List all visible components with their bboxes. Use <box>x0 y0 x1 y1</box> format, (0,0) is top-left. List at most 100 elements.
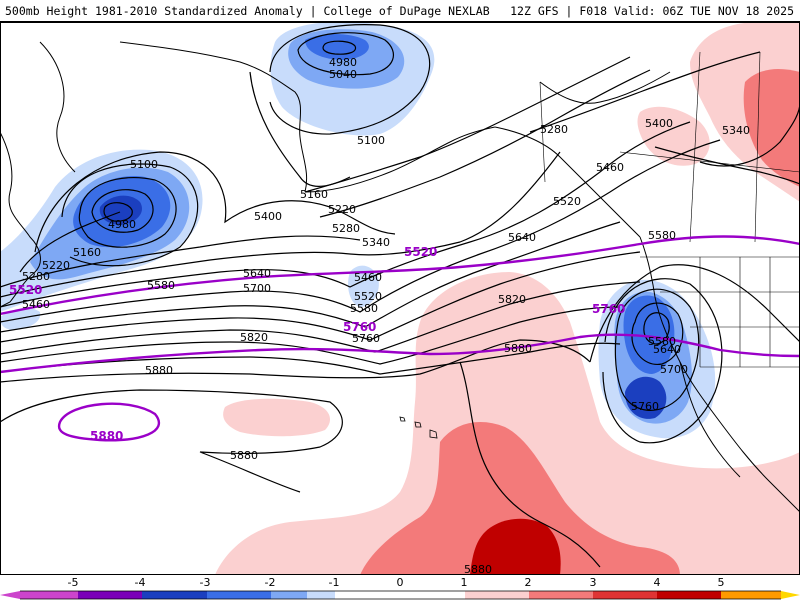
contour-label: 5880 <box>464 563 492 575</box>
contour-5460-mid <box>0 139 721 323</box>
colorbar-tick: -3 <box>200 576 211 589</box>
colorbar-tick: -1 <box>329 576 340 589</box>
reference-contour-label: 5520 <box>9 283 42 297</box>
colorbar-segment <box>271 591 307 599</box>
pos-anomaly-ne-pacific <box>637 106 710 166</box>
contour-5220-n <box>304 56 631 193</box>
contour-label: 5040 <box>329 68 357 81</box>
contour-label: 5640 <box>653 343 681 356</box>
contour-label: 5160 <box>300 188 328 201</box>
colorbar-tick: -5 <box>68 576 79 589</box>
colorbar-segment <box>657 591 721 599</box>
contour-label: 5640 <box>243 267 271 280</box>
anomaly-map: 4980 5040 5100 5100 4980 5160 5160 5220 … <box>0 22 800 575</box>
contour-label: 5580 <box>350 302 378 315</box>
contour-label: 5100 <box>130 158 158 171</box>
contour-label: 5520 <box>553 195 581 208</box>
contour-4980-gulf <box>322 40 357 55</box>
contour-label: 5160 <box>73 246 101 259</box>
reference-contour-label: 5760 <box>343 320 376 334</box>
contour-5700-low <box>614 288 700 411</box>
contour-label: 5220 <box>328 203 356 216</box>
contour-5760-low <box>602 278 723 444</box>
contour-label: 5400 <box>645 117 673 130</box>
contour-label: 5280 <box>22 270 50 283</box>
contour-label: 5220 <box>42 259 70 272</box>
contour-label: 5820 <box>498 293 526 306</box>
contour-label: 4980 <box>108 218 136 231</box>
contour-5100-nw <box>78 176 177 248</box>
height-contours <box>0 24 800 568</box>
contour-5160-nw <box>61 163 199 267</box>
contour-5820-low <box>589 264 800 363</box>
colorbar-tick: 2 <box>525 576 532 589</box>
border-province-a <box>619 151 800 173</box>
contour-5280-nw <box>19 211 121 273</box>
colorbar-tick: -4 <box>135 576 146 589</box>
colorbar-canvas: -5 -4 -3 -2 -1 0 1 2 3 4 5 <box>0 576 800 600</box>
neg-anomaly-gulf-alaska-inner <box>305 34 369 60</box>
contour-label: 5460 <box>22 298 50 311</box>
contour-5700-mid <box>0 306 621 365</box>
contour-5580-mid <box>0 251 641 343</box>
contour-label: 5580 <box>147 279 175 292</box>
coastlines <box>0 41 800 513</box>
colorbar-tick: 5 <box>718 576 725 589</box>
contour-label: 5640 <box>508 231 536 244</box>
contour-5280-n <box>319 69 651 218</box>
colorbar-segments <box>0 591 800 599</box>
colorbar-arrow-right <box>781 591 800 599</box>
contour-5820-south <box>0 339 591 383</box>
coast-us-west <box>639 236 800 513</box>
contour-label: 5880 <box>145 364 173 377</box>
reference-label-layer: 5520 5520 5760 5760 5880 <box>9 245 625 443</box>
contour-5040-nw <box>91 189 154 233</box>
contour-5280-mid <box>0 235 361 288</box>
contour-label: 5580 <box>648 335 676 348</box>
contour-label: 5340 <box>362 236 390 249</box>
contour-label: 5280 <box>540 123 568 136</box>
contour-5340-mid <box>0 151 561 298</box>
model-run-info: 12Z GFS | F018 Valid: 06Z TUE NOV 18 202… <box>510 4 794 18</box>
pos-anomaly-central-pacific <box>215 272 800 575</box>
contour-5880-mex <box>459 361 601 568</box>
neg-anomaly-aleutian-tongue <box>348 265 379 307</box>
contour-5760-mid <box>0 342 621 375</box>
contour-label: 5760 <box>352 332 380 345</box>
contour-label: 5100 <box>357 134 385 147</box>
coast-bc-alaska-panhandle <box>494 126 641 238</box>
contour-label: 4980 <box>329 56 357 69</box>
pos-anomaly-hawaii <box>223 398 330 437</box>
reference-contours <box>0 235 800 442</box>
contour-label: 5340 <box>722 124 750 137</box>
contour-5640-low <box>631 302 684 365</box>
colorbar-segment <box>465 591 529 599</box>
contour-label: 5700 <box>660 363 688 376</box>
colorbar-tick: 0 <box>397 576 404 589</box>
contour-5400-ne <box>654 146 800 185</box>
contour-5880-south <box>0 389 343 493</box>
colorbar-segment <box>335 591 465 599</box>
pos-anomaly-northeast-2 <box>743 69 800 187</box>
coast-asia <box>0 131 41 308</box>
colorbar-segment <box>207 591 271 599</box>
colorbar-segment <box>20 591 78 599</box>
neg-anomaly-west-coast-3 <box>623 295 675 374</box>
purple-5880-loop <box>57 402 161 442</box>
contour-5220-nw <box>34 151 396 253</box>
purple-5760-line <box>0 333 800 374</box>
colorbar-segment <box>721 591 781 599</box>
reference-contour-label: 5520 <box>404 245 437 259</box>
neg-anomaly-west-coast-4 <box>625 376 667 419</box>
contour-5040-gulf <box>297 32 395 76</box>
border-alaska-canada <box>539 81 546 183</box>
contour-label: 5880 <box>504 342 532 355</box>
contour-5640-mid <box>0 281 641 355</box>
colorbar-tick: 1 <box>461 576 468 589</box>
hawaii-islands <box>399 416 438 439</box>
map-title: 500mb Height 1981-2010 Standardized Anom… <box>5 4 490 18</box>
contour-4980-nw <box>103 202 133 222</box>
coast-aleutians <box>304 126 496 193</box>
contour-label: 5820 <box>240 331 268 344</box>
colorbar-tick: -2 <box>265 576 276 589</box>
